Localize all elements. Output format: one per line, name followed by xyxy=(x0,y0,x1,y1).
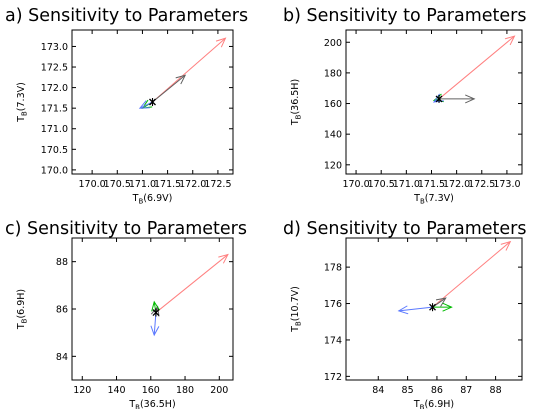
panel-title: d) Sensitivity to Parameters xyxy=(283,219,526,239)
x-tick-label: 180 xyxy=(176,385,194,396)
y-tick-label: 172 xyxy=(324,372,342,383)
x-tick-label: 171.0 xyxy=(393,179,420,190)
sensitivity-arrow-1 xyxy=(432,240,512,308)
x-tick-label: 172.0 xyxy=(443,179,470,190)
origin-marker xyxy=(149,98,156,106)
plot-frame xyxy=(71,29,234,175)
x-tick-label: 140 xyxy=(107,385,125,396)
y-tick-label: 171.5 xyxy=(41,104,68,115)
x-tick-label: 170.0 xyxy=(79,179,106,190)
x-tick-label: 173.0 xyxy=(493,179,520,190)
origin-marker xyxy=(429,303,436,312)
x-tick-label: 172.5 xyxy=(204,179,231,190)
y-tick-label: 173.0 xyxy=(41,42,68,53)
panel-title: b) Sensitivity to Parameters xyxy=(283,6,526,26)
y-tick-label: 120 xyxy=(324,160,342,171)
x-tick-label: 87 xyxy=(460,385,472,396)
y-axis-label: TB(6.9H) xyxy=(16,289,29,330)
x-tick-label: 171.0 xyxy=(129,179,156,190)
x-tick-label: 85 xyxy=(402,385,414,396)
x-tick-label: 200 xyxy=(210,385,228,396)
y-tick-label: 140 xyxy=(324,130,342,141)
y-tick-label: 180 xyxy=(324,68,342,79)
y-tick-label: 172.0 xyxy=(41,83,68,94)
x-tick-label: 88 xyxy=(490,385,502,396)
plot-frame xyxy=(345,237,523,381)
y-tick-label: 172.5 xyxy=(41,63,68,74)
x-axis-label: TB(36.5H) xyxy=(128,399,175,409)
origin-marker xyxy=(435,94,443,103)
x-tick-label: 170.0 xyxy=(342,179,369,190)
x-tick-label: 171.5 xyxy=(154,179,181,190)
x-tick-label: 170.5 xyxy=(104,179,131,190)
sensitivity-arrow-3 xyxy=(432,302,453,312)
sensitivity-arrow-2 xyxy=(439,94,476,104)
sensitivity-arrow-1 xyxy=(438,35,516,100)
y-axis-label: TB(10.7V) xyxy=(290,286,303,333)
origin-marker xyxy=(152,308,160,317)
y-tick-label: 160 xyxy=(324,99,342,110)
y-tick-label: 86 xyxy=(56,305,68,316)
y-axis-label: TB(7.3V) xyxy=(16,82,29,123)
x-tick-label: 172.0 xyxy=(179,179,206,190)
sensitivity-arrow-4 xyxy=(150,312,160,337)
x-tick-label: 160 xyxy=(142,385,160,396)
panel-c: c) Sensitivity to Parameters 120 140 160 180… xyxy=(5,219,247,409)
y-tick-label: 174 xyxy=(324,335,342,346)
y-tick-label: 178 xyxy=(324,263,342,274)
x-axis-label: TB(6.9H) xyxy=(413,399,454,409)
panel-title: a) Sensitivity to Parameters xyxy=(5,6,248,26)
x-tick-label: 172.5 xyxy=(468,179,495,190)
y-axis-label: TB(36.5H) xyxy=(290,79,303,126)
x-axis-label: TB(7.3V) xyxy=(413,193,454,206)
sensitivity-arrow-1 xyxy=(155,253,229,313)
panel-title: c) Sensitivity to Parameters xyxy=(5,219,247,239)
y-tick-label: 171.0 xyxy=(41,124,68,135)
sensitivity-arrow-1 xyxy=(152,37,227,103)
x-axis-label: TB(6.9V) xyxy=(132,193,173,206)
panel-b: b) Sensitivity to Parameters170.0170.517… xyxy=(283,6,526,206)
y-tick-label: 84 xyxy=(56,352,68,363)
y-tick-label: 170.5 xyxy=(41,145,68,156)
panel-a: a) Sensitivity to Parameters170.0170.517… xyxy=(5,6,248,206)
x-tick-label: 86 xyxy=(431,385,443,396)
plot-frame xyxy=(345,29,523,175)
sensitivity-arrow-4 xyxy=(138,100,153,109)
x-tick-label: 171.5 xyxy=(418,179,445,190)
y-tick-label: 88 xyxy=(56,257,68,268)
y-tick-label: 200 xyxy=(324,38,342,49)
x-tick-label: 170.5 xyxy=(368,179,395,190)
sensitivity-arrow-4 xyxy=(397,305,433,315)
y-tick-label: 176 xyxy=(324,299,342,310)
x-tick-label: 84 xyxy=(372,385,384,396)
x-tick-label: 120 xyxy=(73,385,91,396)
sensitivity-arrow-2 xyxy=(152,74,187,103)
y-tick-label: 170.0 xyxy=(41,165,68,176)
panel-d: d) Sensitivity to Parameters 84 85 86 87 88 17… xyxy=(283,219,526,409)
